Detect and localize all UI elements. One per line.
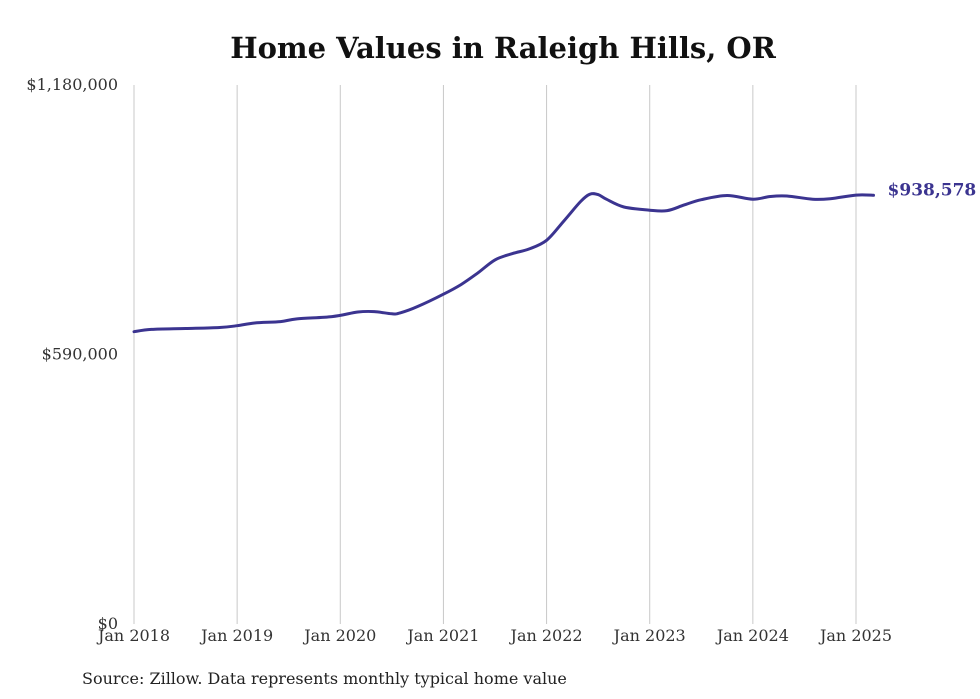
x-tick-label: Jan 2024 [715,626,789,645]
home-value-line [132,192,875,334]
x-tick-label: Jan 2022 [509,626,583,645]
x-tick-label: Jan 2021 [405,626,479,645]
y-axis-tick-labels: $0 $590,000 $1,180,000 [26,75,118,633]
y-tick-label: $0 [98,614,118,633]
chart-title: Home Values in Raleigh Hills, OR [230,31,777,65]
source-note: Source: Zillow. Data represents monthly … [82,669,567,688]
x-tick-label: Jan 2019 [199,626,273,645]
gridlines [133,85,857,624]
y-tick-label: $590,000 [42,345,118,364]
end-value-label: $938,578 [888,180,977,200]
y-tick-label: $1,180,000 [26,75,118,94]
x-tick-label: Jan 2025 [818,626,892,645]
x-tick-label: Jan 2023 [612,626,686,645]
x-axis-tick-labels: Jan 2018 Jan 2019 Jan 2020 Jan 2021 Jan 2022… [96,626,892,645]
series-layer: $938,578 [132,180,977,334]
x-tick-label: Jan 2020 [302,626,376,645]
x-tick-label: Jan 2018 [96,626,170,645]
